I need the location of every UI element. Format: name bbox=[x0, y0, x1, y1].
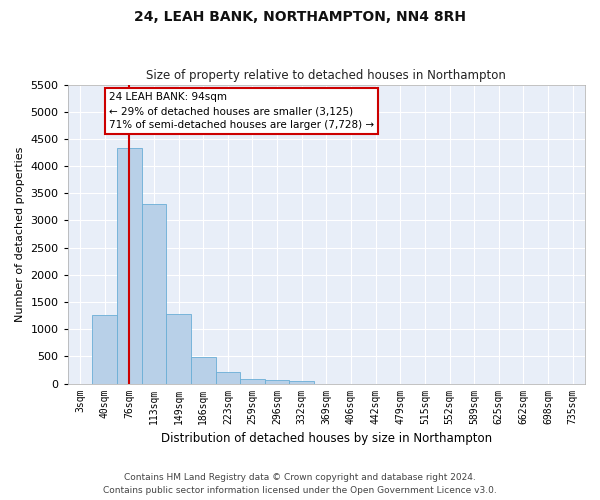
Text: 24, LEAH BANK, NORTHAMPTON, NN4 8RH: 24, LEAH BANK, NORTHAMPTON, NN4 8RH bbox=[134, 10, 466, 24]
Y-axis label: Number of detached properties: Number of detached properties bbox=[15, 146, 25, 322]
Bar bbox=[92, 314, 117, 384]
Bar bbox=[215, 372, 240, 384]
Text: 24 LEAH BANK: 94sqm
← 29% of detached houses are smaller (3,125)
71% of semi-det: 24 LEAH BANK: 94sqm ← 29% of detached ho… bbox=[109, 92, 374, 130]
Bar bbox=[289, 381, 314, 384]
Bar bbox=[142, 204, 166, 384]
Title: Size of property relative to detached houses in Northampton: Size of property relative to detached ho… bbox=[146, 69, 506, 82]
Text: Contains HM Land Registry data © Crown copyright and database right 2024.: Contains HM Land Registry data © Crown c… bbox=[124, 474, 476, 482]
X-axis label: Distribution of detached houses by size in Northampton: Distribution of detached houses by size … bbox=[161, 432, 492, 445]
Text: Contains public sector information licensed under the Open Government Licence v3: Contains public sector information licen… bbox=[103, 486, 497, 495]
Bar bbox=[166, 314, 191, 384]
Bar bbox=[191, 357, 215, 384]
Bar bbox=[117, 148, 142, 384]
Bar bbox=[240, 378, 265, 384]
Bar bbox=[265, 380, 289, 384]
